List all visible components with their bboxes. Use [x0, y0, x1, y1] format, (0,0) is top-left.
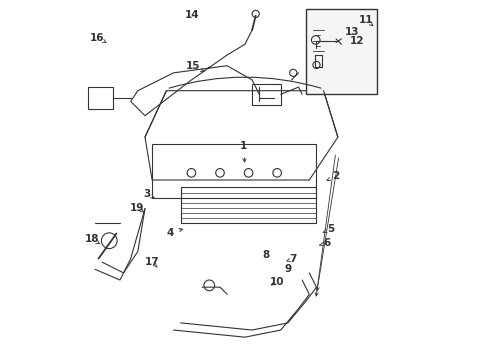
Text: 18: 18	[85, 234, 99, 244]
Text: 1: 1	[240, 141, 247, 151]
Text: 8: 8	[262, 250, 270, 260]
Text: 9: 9	[284, 264, 292, 274]
Text: 11: 11	[359, 15, 374, 25]
Text: 14: 14	[185, 10, 199, 20]
Text: 4: 4	[166, 228, 173, 238]
Text: 3: 3	[143, 189, 150, 199]
Text: 10: 10	[270, 277, 284, 287]
Text: 19: 19	[130, 203, 145, 213]
Text: 17: 17	[145, 257, 159, 267]
Text: 12: 12	[350, 36, 365, 46]
Text: 13: 13	[345, 27, 360, 37]
Text: 5: 5	[327, 224, 334, 234]
Text: 7: 7	[290, 253, 297, 264]
Text: 15: 15	[186, 62, 200, 71]
Text: 16: 16	[90, 33, 105, 43]
Text: 6: 6	[323, 238, 331, 248]
Text: 2: 2	[333, 171, 340, 181]
Polygon shape	[306, 9, 377, 94]
